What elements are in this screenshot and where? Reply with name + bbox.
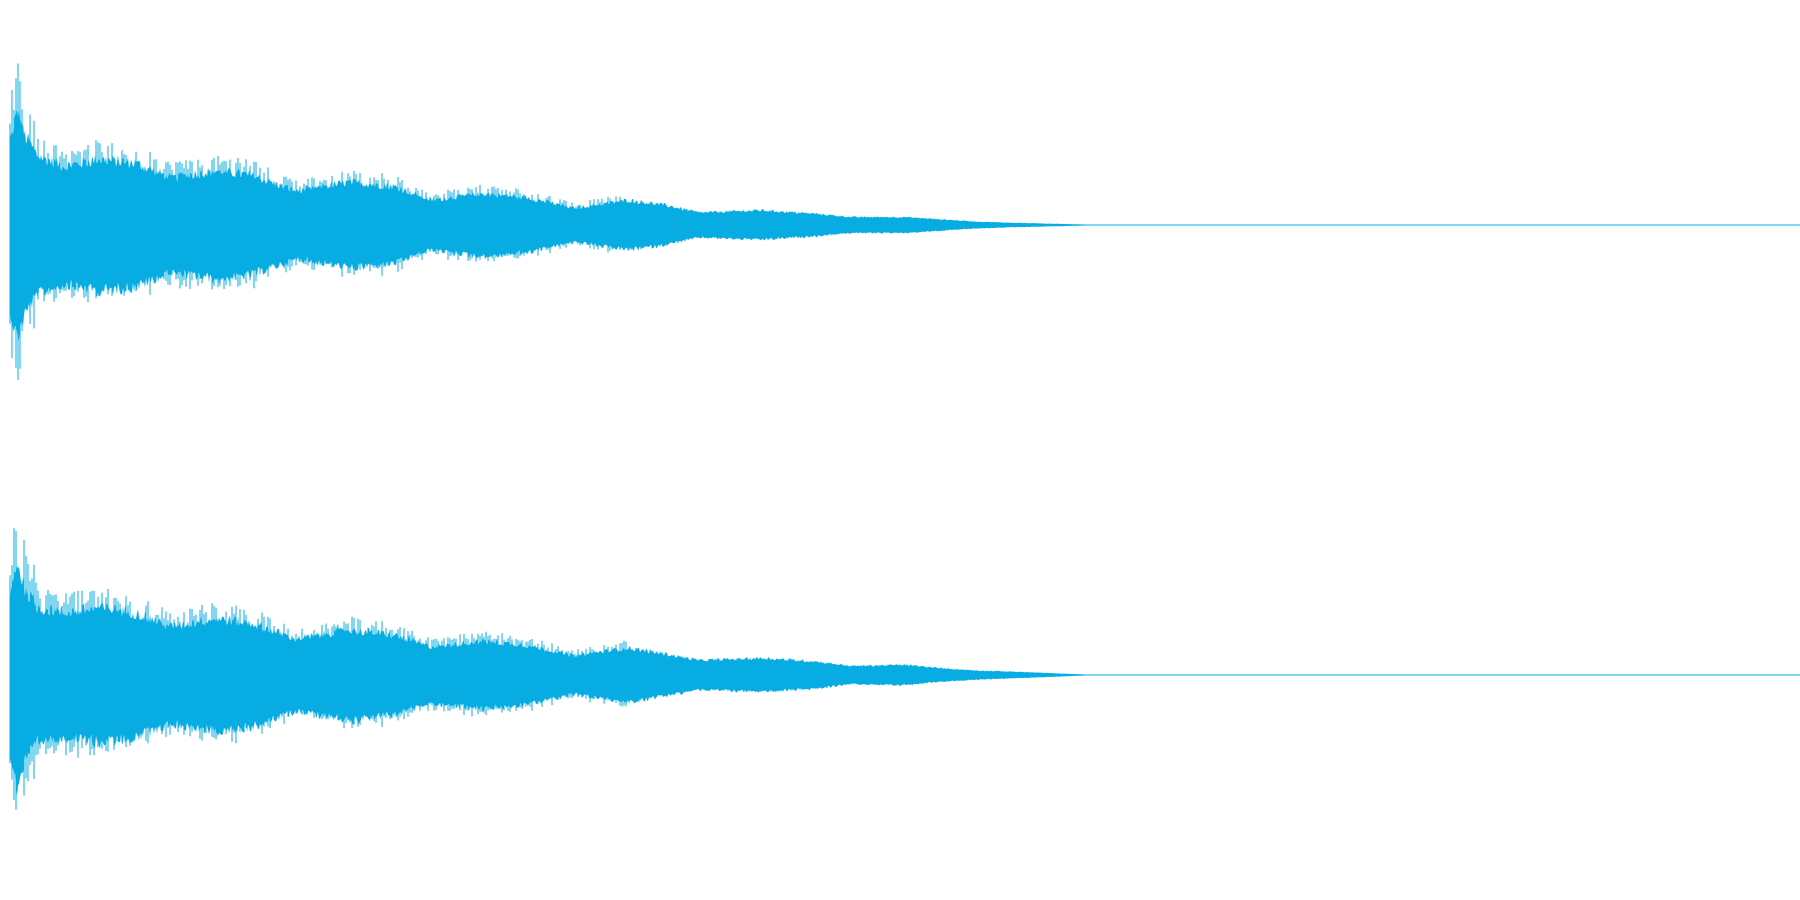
waveform-body [10,565,1800,796]
waveform-body [10,110,1800,342]
waveform-channel-2 [9,528,1800,810]
waveform-channel-1 [9,63,1800,380]
